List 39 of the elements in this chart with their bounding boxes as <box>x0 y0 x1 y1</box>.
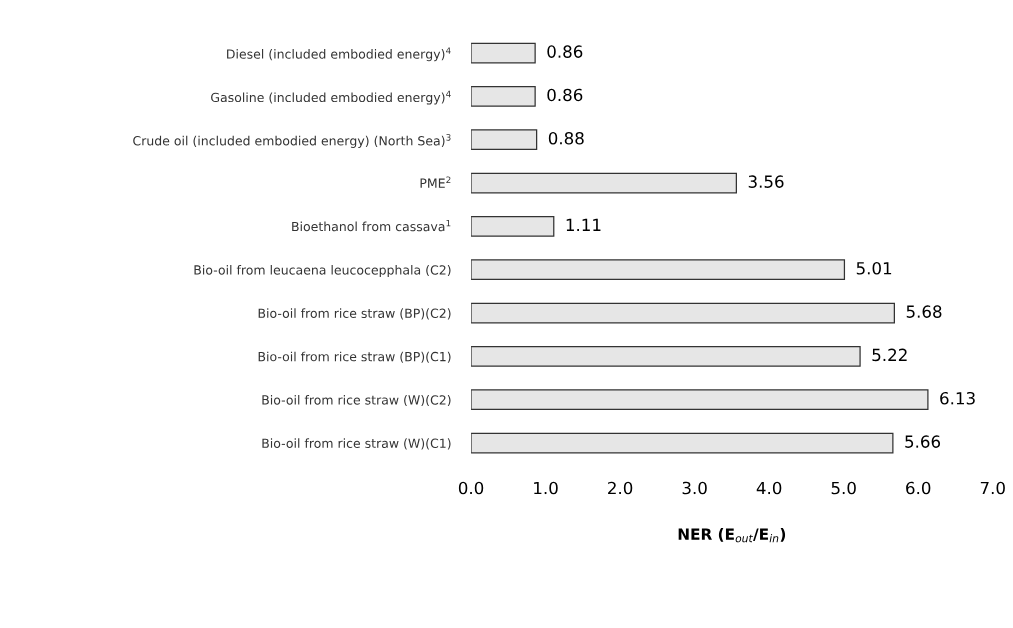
bar <box>471 389 929 411</box>
bar <box>471 86 536 107</box>
y-tick-label: Bio-oil from leucaena leucocepphala (C2) <box>194 264 451 278</box>
x-tick-label: 4.0 <box>756 481 782 495</box>
data-label: 5.22 <box>872 348 907 362</box>
y-tick-label: Diesel (included embodied energy)$^{4}$ <box>227 47 451 62</box>
x-tick-label: 7.0 <box>980 481 1005 495</box>
bar <box>471 216 555 237</box>
y-tick-label: Crude oil (included embodied energy) (North Sea)$^{3}$ <box>133 134 451 148</box>
bar <box>471 346 861 367</box>
data-label: 3.56 <box>748 175 784 188</box>
data-label: 0.86 <box>547 88 583 102</box>
data-label: 5.66 <box>905 435 941 448</box>
x-tick-label: 0.0 <box>458 481 484 495</box>
data-label: 0.86 <box>547 45 583 58</box>
data-label: 1.11 <box>566 218 601 231</box>
x-axis-title: NER (E$_{out}$/E$_{in}$) <box>678 528 786 543</box>
y-tick-label: Bioethanol from cassava$^{1}$ <box>292 219 451 232</box>
y-tick-label: PME$^{2}$ <box>420 176 451 188</box>
data-label: 0.88 <box>548 131 584 145</box>
bar <box>471 432 894 454</box>
y-tick-label: Bio-oil from rice straw (W)(C2) <box>262 394 451 407</box>
x-tick-label: 3.0 <box>682 481 707 495</box>
x-tick-label: 5.0 <box>831 481 856 495</box>
bar <box>471 172 737 194</box>
data-label: 6.13 <box>940 391 975 405</box>
bar <box>471 302 895 324</box>
x-tick-label: 6.0 <box>906 481 931 495</box>
y-tick-label: Bio-oil from rice straw (W)(C1) <box>262 438 451 450</box>
y-tick-label: Bio-oil from rice straw (BP)(C1) <box>258 351 451 363</box>
y-tick-label: Bio-oil from rice straw (BP)(C2) <box>258 308 451 320</box>
bar <box>471 129 538 151</box>
y-tick-label: Gasoline (included embodied energy)$^{4}$ <box>211 90 451 105</box>
data-label: 5.01 <box>856 261 892 275</box>
x-tick-label: 2.0 <box>608 481 633 495</box>
bar <box>471 42 536 64</box>
x-tick-label: 1.0 <box>534 481 558 495</box>
data-label: 5.68 <box>906 305 942 318</box>
bar <box>471 259 846 281</box>
